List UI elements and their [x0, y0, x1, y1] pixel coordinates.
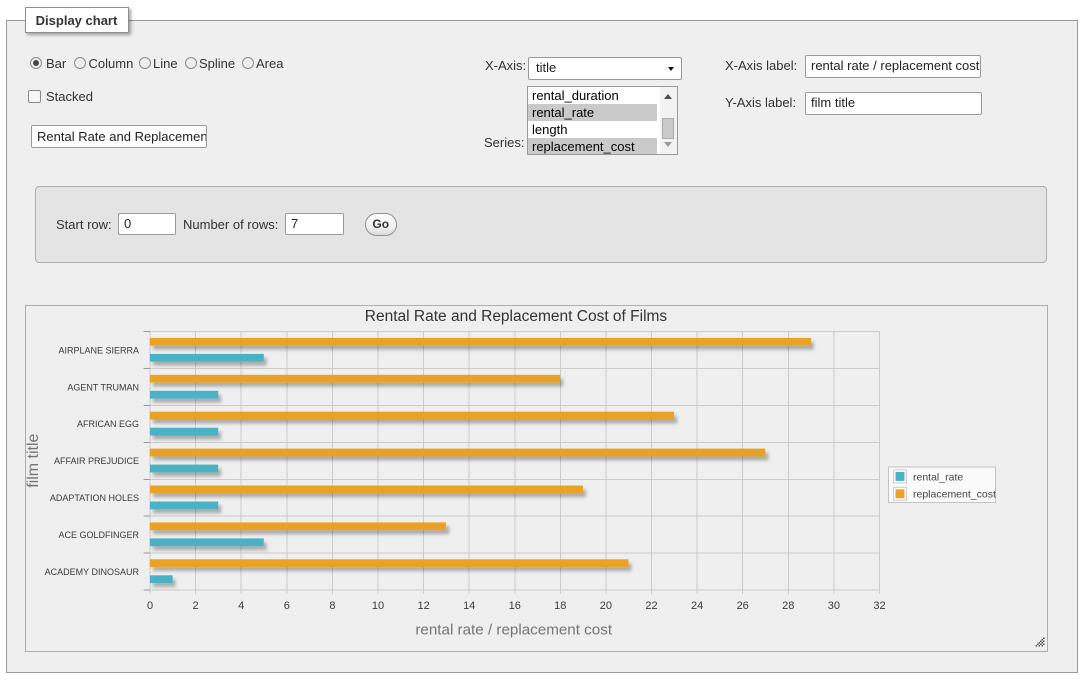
svg-text:rental_rate: rental_rate	[913, 471, 963, 483]
svg-text:12: 12	[417, 600, 429, 612]
svg-text:28: 28	[782, 600, 794, 612]
svg-text:ACE GOLDFINGER: ACE GOLDFINGER	[58, 530, 139, 540]
svg-text:18: 18	[554, 600, 566, 612]
svg-text:AFFAIR PREJUDICE: AFFAIR PREJUDICE	[54, 456, 139, 466]
svg-text:8: 8	[329, 600, 335, 612]
svg-text:AIRPLANE SIERRA: AIRPLANE SIERRA	[58, 345, 139, 355]
svg-text:ACADEMY DINOSAUR: ACADEMY DINOSAUR	[45, 567, 140, 577]
svg-text:16: 16	[509, 600, 521, 612]
svg-text:24: 24	[691, 600, 703, 612]
svg-text:replacement_cost: replacement_cost	[913, 489, 996, 501]
svg-text:0: 0	[147, 600, 153, 612]
svg-text:30: 30	[828, 600, 840, 612]
svg-text:film title: film title	[26, 433, 42, 487]
svg-text:26: 26	[737, 600, 749, 612]
svg-text:22: 22	[645, 600, 657, 612]
svg-text:32: 32	[873, 600, 885, 612]
svg-text:rental rate / replacement cost: rental rate / replacement cost	[415, 621, 612, 638]
svg-text:Rental Rate and Replacement Co: Rental Rate and Replacement Cost of Film…	[365, 308, 668, 325]
svg-text:6: 6	[284, 600, 290, 612]
svg-text:14: 14	[463, 600, 475, 612]
svg-text:2: 2	[193, 600, 199, 612]
svg-text:AGENT TRUMAN: AGENT TRUMAN	[67, 382, 139, 392]
svg-text:4: 4	[238, 600, 244, 612]
svg-text:ADAPTATION HOLES: ADAPTATION HOLES	[50, 493, 139, 503]
svg-text:10: 10	[372, 600, 384, 612]
svg-text:20: 20	[600, 600, 612, 612]
svg-text:AFRICAN EGG: AFRICAN EGG	[77, 419, 139, 429]
